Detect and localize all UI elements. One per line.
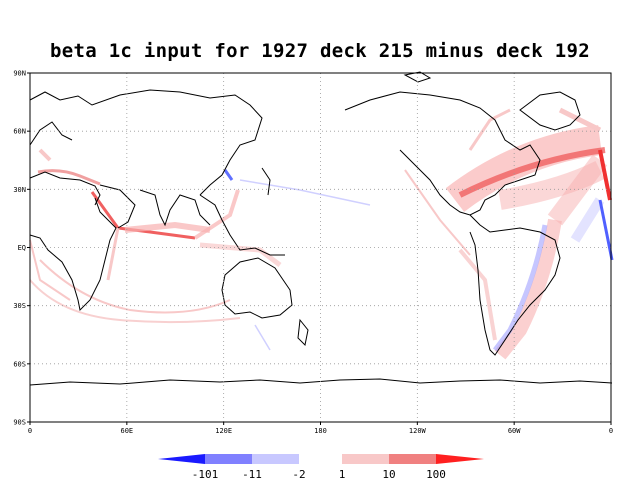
data-overlay: [29, 107, 614, 360]
map-title: beta 1c input for 1927 deck 215 minus de…: [50, 40, 590, 62]
lon-tick-label: 0: [28, 427, 32, 435]
lat-tick-label: 60N: [13, 128, 26, 136]
lon-tick-label: 60E: [121, 427, 134, 435]
colorbar-swatch: [252, 454, 299, 464]
coastlines: [29, 71, 613, 386]
colorbar-swatch: [389, 454, 436, 464]
colorbar-label: -2: [292, 468, 305, 481]
lat-tick-label: EQ: [18, 244, 26, 252]
colorbar-swatch: [342, 454, 389, 464]
colorbar: -101 -11 -2 1 10 100: [158, 454, 484, 481]
lon-tick-label: 120E: [215, 427, 232, 435]
colorbar-label: 1: [339, 468, 346, 481]
colorbar-swatch: [158, 454, 205, 464]
gridlines: [30, 73, 611, 422]
lat-tick-label: 30S: [13, 302, 26, 310]
longitude-ticks: 0 60E 120E 180 120W 60W 0: [28, 422, 613, 435]
colorbar-label: 10: [382, 468, 395, 481]
colorbar-label: -11: [242, 468, 262, 481]
lon-tick-label: 120W: [409, 427, 427, 435]
lat-tick-label: 90N: [13, 70, 26, 78]
colorbar-swatch: [205, 454, 252, 464]
colorbar-swatch: [436, 454, 484, 464]
lat-tick-label: 90S: [13, 419, 26, 427]
lat-tick-label: 30N: [13, 186, 26, 194]
lon-tick-label: 180: [314, 427, 327, 435]
lon-tick-label: 60W: [508, 427, 521, 435]
latitude-ticks: 90N 60N 30N EQ 30S 60S 90S: [13, 70, 30, 427]
lat-tick-label: 60S: [13, 360, 26, 368]
colorbar-label: -101: [192, 468, 219, 481]
colorbar-label: 100: [426, 468, 446, 481]
lon-tick-label: 0: [609, 427, 613, 435]
